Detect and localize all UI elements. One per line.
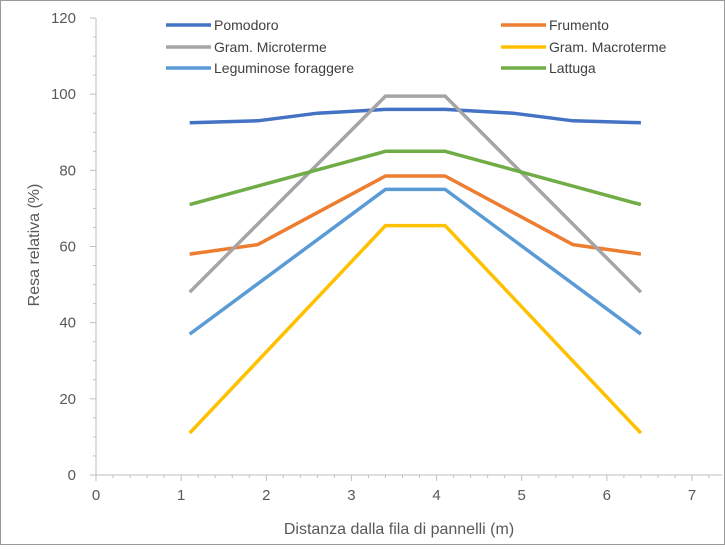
- series-line-pomodoro: [189, 107, 641, 125]
- x-tick-label: 0: [92, 487, 100, 504]
- axes: [90, 17, 722, 481]
- y-tick-label: 40: [59, 315, 76, 332]
- legend-label: Gram. Macroterme: [549, 39, 667, 55]
- x-tick-label: 1: [177, 487, 185, 504]
- series-line-leguminose-foraggere: [188, 187, 642, 336]
- x-tick-label: 5: [518, 487, 526, 504]
- series-line-lattuga: [189, 149, 642, 207]
- y-tick-label: 120: [51, 10, 76, 27]
- legend-label: Lattuga: [549, 60, 596, 76]
- legend: Pomodoro Frumento Gram. Microterme Gram. Ma…: [166, 17, 667, 76]
- legend-label: Leguminose foraggere: [214, 60, 354, 76]
- series-line-gram-microterme: [188, 94, 643, 294]
- x-tick-label: 6: [603, 487, 611, 504]
- legend-label: Gram. Microterme: [214, 39, 327, 55]
- tick-labels: 0 20 40 60 80 100 120 0 1 2 3 4 5 6 7: [51, 10, 696, 504]
- y-tick-label: 20: [59, 391, 76, 408]
- x-tick-label: 2: [262, 487, 270, 504]
- y-tick-label: 100: [51, 86, 76, 103]
- y-tick-label: 60: [59, 239, 76, 256]
- y-axis-title: Resa relativa (%): [26, 184, 43, 307]
- legend-label: Frumento: [549, 17, 609, 33]
- x-tick-label: 4: [432, 487, 440, 504]
- x-tick-label: 3: [347, 487, 355, 504]
- x-tick-label: 7: [688, 487, 696, 504]
- series-line-gram-macroterme: [188, 223, 643, 435]
- y-tick-label: 80: [59, 162, 76, 179]
- legend-label: Pomodoro: [214, 17, 279, 33]
- series-line-frumento: [189, 174, 642, 256]
- y-tick-label: 0: [68, 467, 76, 484]
- series-lines: [188, 94, 643, 435]
- x-axis-title: Distanza dalla fila di pannelli (m): [284, 521, 514, 538]
